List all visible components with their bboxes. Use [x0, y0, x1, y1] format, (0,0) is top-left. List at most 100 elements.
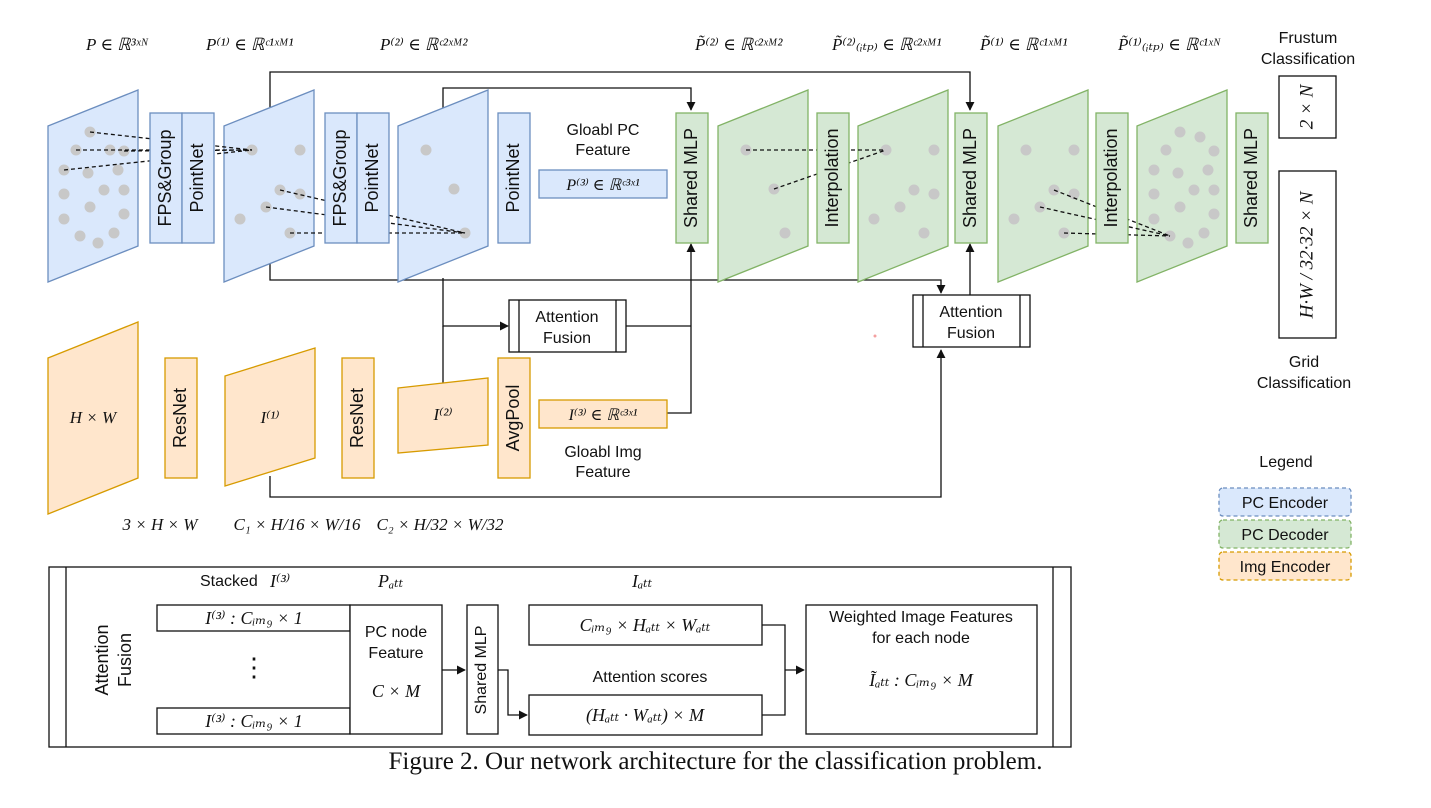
- point-cloud-plane-p2: [397, 89, 489, 283]
- point-cloud-plane-pitp2: [857, 89, 949, 283]
- pitp1-math: P̃⁽¹⁾₍ᵢₜₚ₎ ∈ ℝᶜ¹ˣᴺ: [1117, 35, 1221, 54]
- stacked-row-top-text: I⁽³⁾ : Cᵢₘ₉ × 1: [204, 608, 303, 628]
- grid-title-2: Classification: [1257, 375, 1351, 392]
- legend-label: Img Encoder: [1240, 559, 1331, 576]
- image-att-box: [528, 604, 763, 646]
- frustum-title-1: Frustum: [1279, 30, 1338, 47]
- interpolation-box-1: [816, 112, 850, 244]
- fps-group-label-2: FPS&Group: [330, 129, 350, 226]
- pt1-math: P̃⁽¹⁾ ∈ ℝᶜ¹ˣᴹ¹: [979, 35, 1067, 54]
- pc-node-label-1: PC node: [365, 624, 427, 641]
- point-cloud-plane-pt2: [717, 89, 809, 283]
- attention-fusion-box-2: [912, 294, 1031, 348]
- attention-fusion-2-line2: Fusion: [947, 325, 995, 342]
- attention-fusion-2-line1: Attention: [939, 304, 1002, 321]
- avgpool-box: [497, 357, 531, 479]
- legend-swatch: [1218, 487, 1352, 517]
- global-pc-title-1: Gloabl PC: [567, 122, 640, 139]
- image-i2-label: I⁽²⁾: [432, 405, 452, 424]
- interpolation-box-2: [1095, 112, 1129, 244]
- interpolation-label-1: Interpolation: [822, 128, 842, 227]
- global-img-math: I⁽³⁾ ∈ ℝᶜ³ˣ¹: [568, 407, 638, 424]
- pointnet-box-1: [181, 112, 215, 244]
- shared-mlp-box-1: [675, 112, 709, 244]
- global-pc-title-2: Feature: [575, 142, 630, 159]
- p1-math: P⁽¹⁾ ∈ ℝᶜ¹ˣᴹ¹: [205, 35, 293, 54]
- p2-math: P⁽²⁾ ∈ ℝᶜ²ˣᴹ²: [379, 35, 468, 54]
- legend-swatch: [1218, 519, 1352, 549]
- image-dim-i1: C₁ × H/16 × W/16: [233, 515, 361, 534]
- fps-group-box-2: [324, 112, 358, 244]
- attention-fusion-1-line2: Fusion: [543, 330, 591, 347]
- global-img-title-2: Feature: [575, 464, 630, 481]
- image-plane-i2: [397, 377, 489, 454]
- resnet-label-2: ResNet: [347, 388, 367, 448]
- detail-side-label-1: Attention: [92, 624, 112, 695]
- scores-label: Attention scores: [593, 669, 708, 686]
- detail-shared-mlp-label: Shared MLP: [473, 626, 490, 715]
- image-i1-label: I⁽¹⁾: [259, 408, 279, 427]
- merge-lines: [762, 624, 786, 716]
- mlp-to-scores-arrow: [498, 669, 528, 720]
- p2-to-fusion1: [442, 278, 509, 331]
- shared-mlp-label-2: Shared MLP: [960, 128, 980, 228]
- attention-fusion-1-line1: Attention: [535, 309, 598, 326]
- grid-title-1: Grid: [1289, 354, 1319, 371]
- point-cloud-points: [58, 126, 1220, 249]
- fps-group-label-1: FPS&Group: [155, 129, 175, 226]
- figure-caption: Figure 2. Our network architecture for t…: [388, 748, 1043, 775]
- resnet-label-1: ResNet: [170, 388, 190, 448]
- scores-math: (Hₐₜₜ · Wₐₜₜ) × M: [586, 705, 705, 726]
- global-pc-feature-box: [538, 169, 668, 199]
- stacked-math: I⁽³⁾: [269, 571, 290, 591]
- shared-mlp-box-2: [954, 112, 988, 244]
- detail-shared-mlp-box: [466, 604, 499, 735]
- pointnet-box-3: [497, 112, 531, 244]
- weighted-label-2: for each node: [872, 630, 970, 647]
- image-dim-i2: C₂ × H/32 × W/32: [376, 515, 504, 534]
- stacked-row-dots: ⋮: [241, 653, 267, 682]
- skip-connection-p1: [269, 71, 975, 128]
- i-att-label: Iₐₜₜ: [631, 571, 653, 591]
- stacked-row-bottom: [156, 707, 351, 735]
- stacked-prefix: Stacked: [200, 573, 258, 590]
- p1-to-fusion2: [269, 260, 946, 294]
- point-cloud-plane-pt1: [997, 89, 1089, 283]
- pitp2-math: P̃⁽²⁾₍ᵢₜₚ₎ ∈ ℝᶜ²ˣᴹ¹: [831, 35, 942, 54]
- stacked-row-bottom-text: I⁽³⁾ : Cᵢₘ₉ × 1: [204, 711, 303, 731]
- point-cloud-plane-p1: [223, 89, 315, 283]
- resnet-box-1: [164, 357, 198, 479]
- legend-label: PC Encoder: [1242, 495, 1329, 512]
- image-input-label: H × W: [69, 408, 118, 427]
- interpolation-label-2: Interpolation: [1101, 128, 1121, 227]
- legend-label: PC Decoder: [1241, 527, 1329, 544]
- p-math: P ∈ ℝ³ˣᴺ: [85, 35, 149, 54]
- scores-box: [528, 694, 763, 736]
- resnet-box-2: [341, 357, 375, 479]
- attention-fusion-box-1: [508, 299, 627, 353]
- pc-node-label-2: Feature: [368, 645, 423, 662]
- detail-panel: [48, 566, 1072, 748]
- shared-mlp-label-3: Shared MLP: [1241, 128, 1261, 228]
- p-att-label: Pₐₜₜ: [377, 571, 404, 591]
- fps-group-box-1: [149, 112, 183, 244]
- pointnet-label-2: PointNet: [362, 143, 382, 212]
- global-pc-math: P⁽³⁾ ∈ ℝᶜ³ˣ¹: [565, 177, 639, 194]
- shared-mlp-label-1: Shared MLP: [681, 128, 701, 228]
- weighted-label-1: Weighted Image Features: [829, 609, 1013, 626]
- image-dim-input: 3 × H × W: [122, 515, 200, 534]
- image-plane-i1: [224, 347, 316, 487]
- legend-swatch: [1218, 551, 1352, 581]
- stray-dot: [873, 334, 877, 338]
- detail-side-label-2: Fusion: [115, 633, 135, 687]
- global-img-feature-box: [538, 399, 668, 429]
- grid-output-math: H·W / 32·32 × N: [1296, 190, 1317, 319]
- frustum-output-math: 2 × N: [1296, 83, 1317, 129]
- image-att-math: Cᵢₘ₉ × Hₐₜₜ × Wₐₜₜ: [580, 615, 711, 635]
- legend-title: Legend: [1259, 454, 1312, 471]
- grid-output-box: [1278, 170, 1337, 339]
- weighted-math: Ĩₐₜₜ : Cᵢₘ₉ × M: [868, 670, 973, 690]
- legend: PC Encoder PC Decoder Img Encoder: [1218, 487, 1352, 581]
- pointnet-label-1: PointNet: [187, 143, 207, 212]
